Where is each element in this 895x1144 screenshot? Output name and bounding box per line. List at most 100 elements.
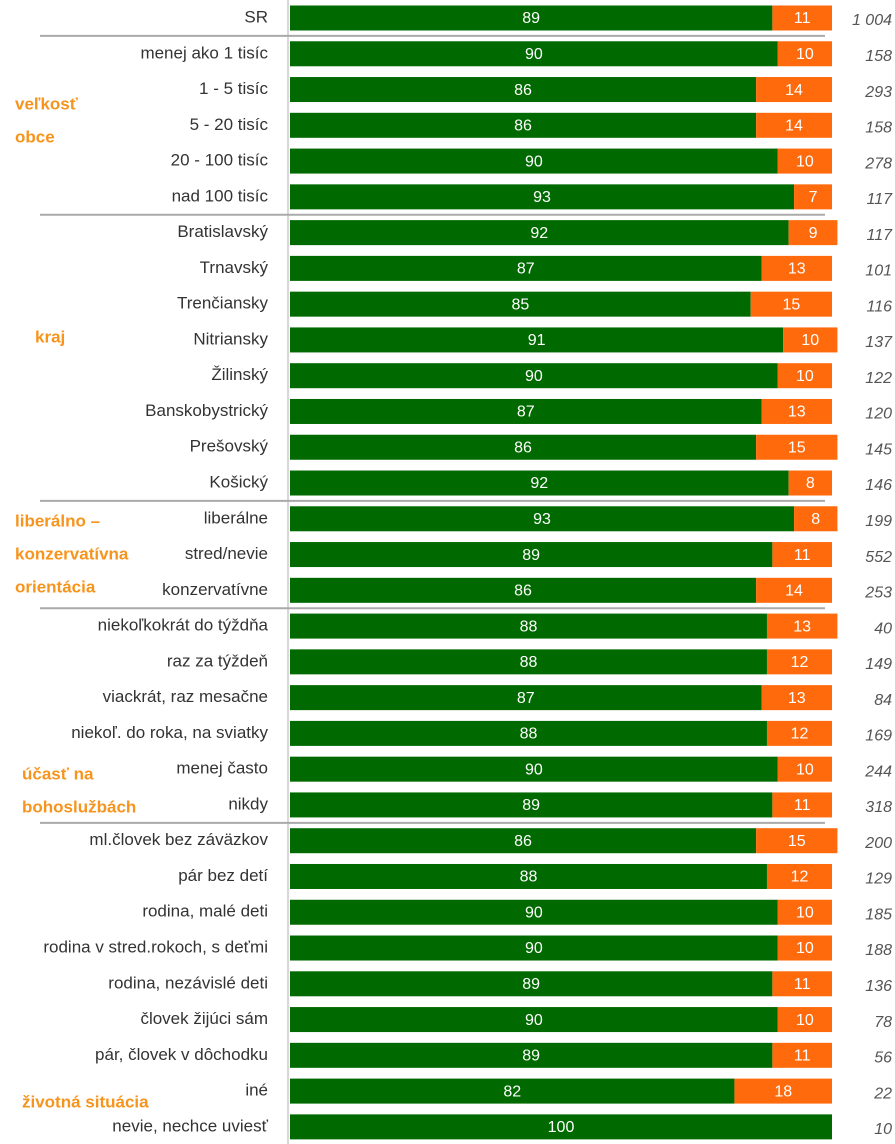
- bar-segment: [290, 506, 795, 532]
- bar-segment: [290, 77, 757, 103]
- category-label: Prešovský: [190, 437, 269, 456]
- value-label: 92: [530, 225, 548, 242]
- category-label: ml.človek bez záväzkov: [89, 830, 268, 849]
- category-label: liberálne: [204, 508, 268, 527]
- value-label: 86: [514, 439, 532, 456]
- value-label: 87: [517, 690, 535, 707]
- count-label: 56: [874, 1050, 892, 1067]
- value-label: 12: [791, 726, 809, 743]
- value-label: 11: [794, 1048, 811, 1065]
- category-label: raz za týždeň: [167, 651, 268, 670]
- bar-segment: [290, 1078, 735, 1104]
- value-label: 90: [525, 904, 543, 921]
- category-label: Bratislavský: [177, 222, 268, 241]
- bar-segment: [794, 506, 838, 532]
- value-label: 88: [520, 618, 538, 635]
- value-label: 15: [788, 439, 806, 456]
- count-label: 40: [874, 620, 892, 637]
- category-label: Trenčiansky: [177, 294, 269, 313]
- count-label: 101: [865, 263, 892, 280]
- category-label: niekoľkokrát do týždňa: [98, 616, 269, 635]
- value-label: 88: [520, 726, 538, 743]
- value-label: 10: [796, 904, 814, 921]
- bar-segment: [756, 828, 838, 854]
- value-label: 89: [522, 797, 540, 814]
- value-label: 8: [806, 475, 815, 492]
- value-label: 10: [796, 1012, 814, 1029]
- category-label: človek žijúci sám: [140, 1009, 268, 1028]
- group-label: veľkosť: [15, 94, 79, 113]
- bar-segment: [761, 255, 832, 281]
- bar-segment: [772, 971, 832, 997]
- count-label: 188: [865, 942, 892, 959]
- bar-segment: [290, 41, 778, 67]
- bar-segment: [777, 41, 832, 67]
- category-label: Košický: [209, 472, 268, 491]
- group-label: liberálno –: [15, 511, 100, 530]
- count-label: 122: [865, 370, 892, 387]
- count-label: 253: [864, 585, 892, 602]
- value-label: 14: [785, 118, 803, 135]
- bar-segment: [772, 542, 832, 568]
- bar-segment: [756, 577, 832, 603]
- category-label: menej ako 1 tisíc: [140, 43, 268, 62]
- count-label: 278: [864, 155, 892, 172]
- bar-segment: [290, 1114, 832, 1140]
- category-label: nad 100 tisíc: [172, 186, 269, 205]
- count-label: 185: [865, 906, 892, 923]
- count-label: 84: [874, 692, 892, 709]
- value-label: 12: [791, 869, 809, 886]
- value-label: 90: [525, 153, 543, 170]
- value-label: 13: [788, 404, 806, 421]
- value-label: 10: [796, 368, 814, 385]
- bar-segment: [290, 899, 778, 925]
- value-label: 13: [788, 261, 806, 278]
- bar-segment: [783, 327, 838, 353]
- bar-segment: [290, 756, 778, 782]
- value-label: 89: [522, 547, 540, 564]
- category-label: rodina, malé deti: [142, 902, 268, 921]
- value-label: 13: [793, 618, 811, 635]
- group-label: účasť na: [22, 764, 94, 783]
- category-label: Trnavský: [200, 258, 269, 277]
- bar-segment: [290, 327, 784, 353]
- value-label: 10: [796, 153, 814, 170]
- bar-segment: [756, 112, 832, 138]
- count-label: 22: [873, 1085, 892, 1102]
- value-label: 7: [809, 189, 818, 206]
- bar-segment: [290, 363, 778, 389]
- count-label: 145: [865, 441, 892, 458]
- bar-segment: [777, 935, 832, 961]
- bar-segment: [761, 685, 832, 711]
- bar-segment: [290, 685, 762, 711]
- bar-segment: [777, 363, 832, 389]
- bar-segment: [290, 5, 773, 31]
- bar-segment: [772, 1042, 832, 1068]
- group-label: kraj: [35, 327, 65, 346]
- category-label: niekoľ. do roka, na sviatky: [71, 723, 268, 742]
- bar-segment: [290, 255, 762, 281]
- category-label: SR: [244, 7, 268, 26]
- count-label: 129: [865, 871, 892, 888]
- group-label: orientácia: [15, 577, 96, 596]
- bar-segment: [290, 291, 751, 317]
- bar-segment: [766, 649, 832, 675]
- value-label: 89: [522, 976, 540, 993]
- bar-segment: [290, 935, 778, 961]
- bar-segment: [734, 1078, 832, 1104]
- count-label: 552: [865, 549, 892, 566]
- bar-segment: [290, 542, 773, 568]
- bar-segment: [772, 792, 832, 818]
- bar-segment: [290, 1007, 778, 1033]
- bar-segment: [777, 148, 832, 174]
- value-label: 15: [788, 833, 806, 850]
- value-label: 87: [517, 404, 535, 421]
- bar-segment: [290, 828, 757, 854]
- count-label: 149: [865, 656, 892, 673]
- bar-segment: [788, 220, 838, 246]
- bar-segment: [290, 863, 767, 889]
- bar-segment: [766, 863, 832, 889]
- value-label: 90: [525, 46, 543, 63]
- value-label: 10: [796, 761, 814, 778]
- value-label: 11: [794, 547, 811, 564]
